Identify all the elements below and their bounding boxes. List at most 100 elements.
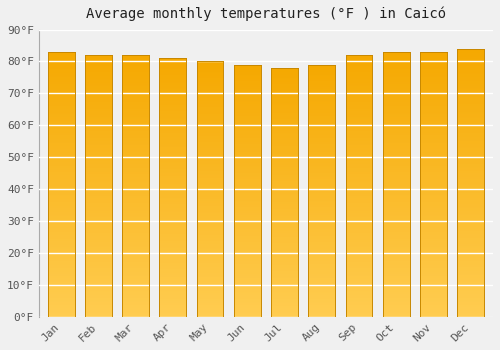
Bar <box>383 207 409 208</box>
Bar <box>383 77 409 78</box>
Bar <box>122 229 149 230</box>
Bar <box>196 137 224 138</box>
Bar <box>160 266 186 268</box>
Bar <box>308 115 335 116</box>
Bar <box>160 260 186 261</box>
Bar <box>271 69 298 70</box>
Bar <box>234 208 260 210</box>
Bar <box>48 156 74 158</box>
Bar <box>122 275 149 276</box>
Bar <box>85 254 112 255</box>
Bar <box>85 245 112 246</box>
Bar <box>234 130 260 132</box>
Bar <box>196 151 224 152</box>
Bar <box>48 69 74 70</box>
Bar <box>420 303 447 305</box>
Bar <box>271 223 298 225</box>
Bar <box>196 106 224 107</box>
Bar <box>85 153 112 155</box>
Bar <box>308 229 335 230</box>
Bar <box>234 313 260 314</box>
Bar <box>346 255 372 257</box>
Bar <box>160 206 186 207</box>
Bar <box>271 155 298 156</box>
Bar <box>383 232 409 233</box>
Bar <box>196 160 224 161</box>
Bar <box>308 207 335 208</box>
Bar <box>458 286 484 287</box>
Bar <box>346 102 372 104</box>
Bar <box>196 270 224 271</box>
Bar <box>160 66 186 67</box>
Bar <box>196 135 224 137</box>
Bar <box>420 199 447 200</box>
Bar <box>85 62 112 63</box>
Bar <box>458 285 484 286</box>
Bar <box>122 161 149 162</box>
Bar <box>85 214 112 215</box>
Bar <box>271 103 298 104</box>
Bar <box>383 80 409 81</box>
Bar <box>122 228 149 229</box>
Bar <box>308 217 335 218</box>
Bar <box>196 82 224 83</box>
Bar <box>234 80 260 81</box>
Bar <box>48 215 74 216</box>
Bar <box>234 304 260 306</box>
Bar <box>383 251 409 252</box>
Bar <box>458 197 484 199</box>
Bar <box>420 280 447 281</box>
Bar <box>458 69 484 70</box>
Bar <box>234 69 260 70</box>
Bar <box>346 126 372 127</box>
Bar <box>271 139 298 140</box>
Bar <box>271 95 298 97</box>
Bar <box>160 268 186 269</box>
Bar <box>122 230 149 232</box>
Bar <box>458 165 484 167</box>
Bar <box>85 169 112 170</box>
Bar <box>234 158 260 159</box>
Bar <box>458 51 484 53</box>
Bar <box>458 134 484 136</box>
Bar <box>458 216 484 218</box>
Bar <box>196 157 224 159</box>
Bar <box>458 70 484 71</box>
Bar <box>122 190 149 191</box>
Bar <box>160 281 186 282</box>
Bar <box>420 134 447 135</box>
Bar <box>383 305 409 306</box>
Bar <box>160 262 186 264</box>
Bar <box>160 272 186 273</box>
Bar <box>234 163 260 164</box>
Bar <box>160 78 186 79</box>
Bar <box>271 232 298 233</box>
Bar <box>160 261 186 262</box>
Bar <box>85 275 112 276</box>
Bar <box>160 279 186 281</box>
Bar <box>234 283 260 284</box>
Bar <box>196 301 224 303</box>
Bar <box>383 293 409 294</box>
Bar <box>458 260 484 262</box>
Bar <box>420 228 447 229</box>
Bar <box>420 208 447 210</box>
Bar <box>234 217 260 218</box>
Bar <box>85 141 112 143</box>
Bar <box>271 83 298 84</box>
Bar <box>85 211 112 212</box>
Bar <box>458 175 484 176</box>
Bar <box>196 173 224 174</box>
Bar <box>85 300 112 301</box>
Bar <box>420 241 447 243</box>
Bar <box>383 114 409 116</box>
Bar <box>271 248 298 250</box>
Bar <box>420 231 447 232</box>
Bar <box>234 314 260 316</box>
Bar <box>308 152 335 153</box>
Bar <box>160 98 186 100</box>
Bar <box>383 309 409 310</box>
Bar <box>122 257 149 258</box>
Bar <box>85 126 112 127</box>
Bar <box>458 147 484 148</box>
